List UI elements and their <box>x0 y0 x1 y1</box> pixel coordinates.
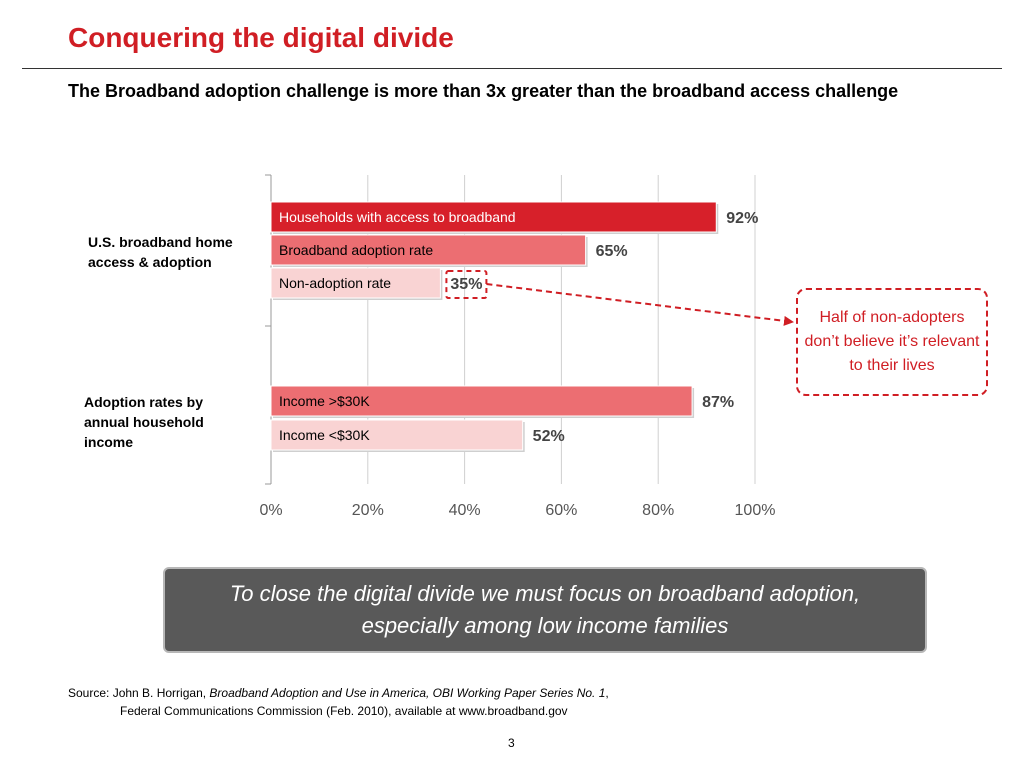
callout-text: Half of non-adopters don’t believe it’s … <box>804 309 980 374</box>
group-label-access-adoption: U.S. broadband home access & adoption <box>88 234 233 270</box>
group-label-income: Adoption rates by annual household incom… <box>84 394 204 450</box>
chart-axis <box>265 174 272 485</box>
x-tick-label: 20% <box>352 502 384 519</box>
bar <box>270 234 587 266</box>
slide-title: Conquering the digital divide <box>68 22 454 53</box>
bar-value-label: 35% <box>450 276 482 293</box>
source-prefix: Source: John B. Horrigan, <box>68 686 210 700</box>
slide-subtitle: The Broadband adoption challenge is more… <box>68 81 899 101</box>
chart-tick-labels: 0% 20% 40% 60% 80% 100% <box>259 502 775 519</box>
source-line-1: Source: John B. Horrigan, Broadband Adop… <box>68 684 609 702</box>
bar-value-label: 52% <box>533 428 565 445</box>
chart-bars: Households with access to broadband 92% Br… <box>270 201 758 452</box>
bar <box>270 419 524 451</box>
conclusion-text: To close the digital divide we must focu… <box>229 581 861 638</box>
bar-label: Households with access to broadband <box>279 209 516 225</box>
source-title: Broadband Adoption and Use in America, O… <box>209 686 606 700</box>
bar-label: Income >$30K <box>279 393 370 409</box>
x-tick-label: 80% <box>642 502 674 519</box>
x-tick-label: 0% <box>259 502 282 519</box>
page-number: 3 <box>508 736 515 750</box>
bar-label: Broadband adoption rate <box>279 242 433 258</box>
callout-box: Half of non-adopters don’t believe it’s … <box>796 288 988 396</box>
x-tick-label: 100% <box>735 502 776 519</box>
conclusion-box: To close the digital divide we must focu… <box>163 567 927 653</box>
bar-value-label: 65% <box>596 243 628 260</box>
highlight-box <box>445 270 488 299</box>
source-citation: Source: John B. Horrigan, Broadband Adop… <box>68 684 609 720</box>
bar <box>270 267 441 299</box>
callout-arrow <box>486 283 794 326</box>
bar-chart: Households with access to broadband 92% Br… <box>259 174 794 519</box>
x-tick-label: 60% <box>545 502 577 519</box>
chart-annotations <box>445 270 794 326</box>
x-tick-label: 40% <box>449 502 481 519</box>
source-line-2: Federal Communications Commission (Feb. … <box>120 704 568 718</box>
bar-value-label: 92% <box>726 210 758 227</box>
bar-label: Non-adoption rate <box>279 275 391 291</box>
bar-value-label: 87% <box>702 394 734 411</box>
bar <box>270 201 717 233</box>
title-divider <box>22 68 1002 69</box>
source-comma: , <box>605 686 609 700</box>
bar-label: Income <$30K <box>279 427 370 443</box>
bar <box>270 385 693 417</box>
